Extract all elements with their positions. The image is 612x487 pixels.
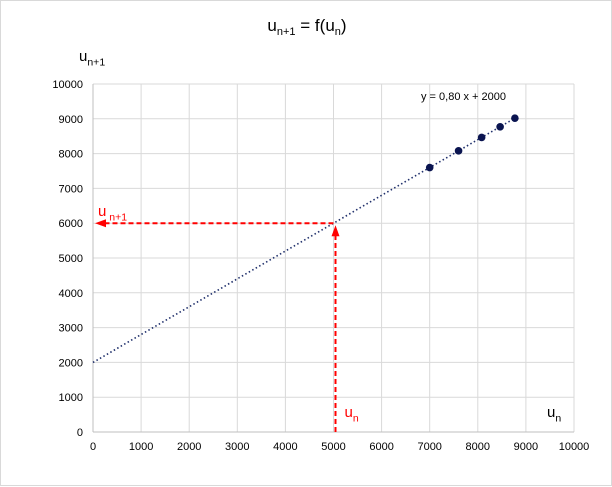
data-point [511,114,519,123]
y-tick-label: 1000 [59,392,83,404]
x-tick-label: 1000 [129,441,153,453]
x-tick-label: 0 [90,441,96,453]
x-tick-label: 8000 [466,441,490,453]
annotation-un1-label: u n+1 [98,203,127,224]
y-tick-label: 5000 [59,253,83,265]
data-point [454,147,463,155]
x-tick-label: 3000 [225,441,249,453]
y-tick-label: 9000 [59,114,83,126]
chart-title: un+1 = f(un) [267,16,346,38]
y-tick-label: 4000 [59,288,83,300]
y-tick-label: 7000 [59,183,83,195]
y-tick-label: 3000 [59,323,83,335]
annotation-un1-label-base: u [98,203,106,220]
chart-title-part: n+1 [277,26,296,38]
arrow-left-icon [95,219,106,228]
chart-title-part: ) [341,16,347,35]
x-tick-label: 5000 [321,441,345,453]
arrow-up-icon [331,225,340,237]
x-tick-label: 9000 [514,441,538,453]
x-axis-label-sub: n [555,413,561,425]
x-tick-label: 7000 [417,441,441,453]
x-tick-label: 10000 [559,441,590,453]
y-tick-label: 6000 [59,218,83,230]
x-tick-label: 6000 [369,441,393,453]
chart-title-part: = f(u [296,16,335,35]
chart-title-part: n [335,26,341,38]
y-axis-label-base: u [79,48,87,65]
x-tick-label: 4000 [273,441,297,453]
y-tick-label: 0 [77,427,83,439]
x-tick-label: 2000 [177,441,201,453]
y-tick-label: 10000 [52,79,83,91]
data-point [477,133,486,142]
x-axis-label-base: u [547,404,555,421]
y-axis-label-sub: n+1 [87,57,105,69]
chart-title-part: u [267,16,276,35]
annotation-un1-label-sub: n+1 [106,212,127,224]
annotation-un-label-base: u [345,404,353,421]
data-point [425,163,434,172]
y-tick-label: 8000 [59,149,83,161]
y-axis-label: un+1 [79,48,105,69]
x-axis-label: un [547,404,561,425]
annotation-un-label: un [345,404,359,425]
annotation-un-label-sub: n [353,413,359,425]
data-point [496,122,504,131]
trendline-equation: y = 0,80 x + 2000 [421,91,506,103]
y-tick-label: 2000 [59,357,83,369]
trendline [92,117,516,364]
